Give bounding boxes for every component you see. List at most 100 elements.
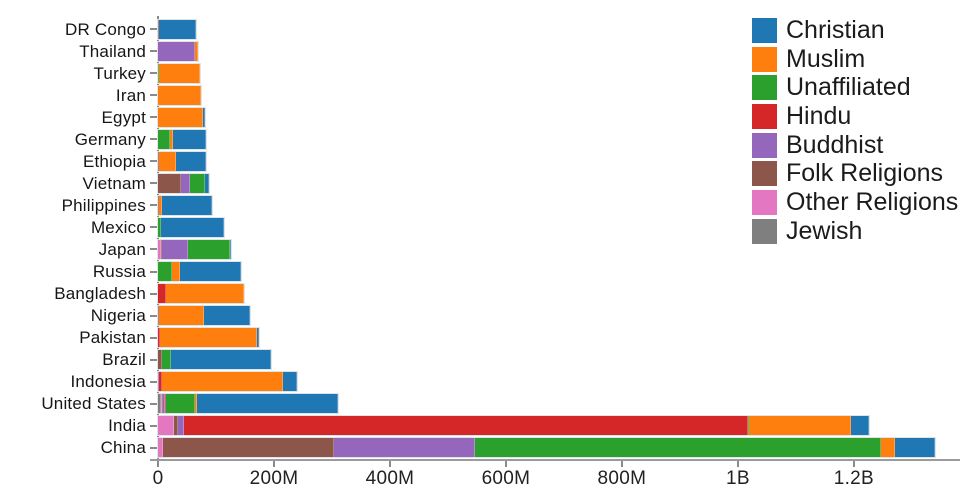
bar-segment-buddhist — [333, 438, 476, 458]
bar-segment-unaffiliated — [158, 129, 171, 149]
x-axis: 0 200M 400M 600M 800M 1B 1.2B — [153, 459, 960, 499]
legend-item-folk-religions: Folk Religions — [752, 159, 958, 188]
bar-segment-buddhist — [177, 416, 184, 436]
y-tick-mark — [150, 160, 157, 163]
y-tick-mark — [150, 94, 157, 97]
bar-segment-unaffiliated — [165, 394, 196, 414]
bar-segment-other-religions — [158, 416, 175, 436]
y-axis-label: China — [100, 438, 146, 458]
bar-segment-buddhist — [162, 394, 165, 414]
y-axis-label: DR Congo — [65, 19, 146, 39]
chart-row: Germany — [75, 128, 960, 150]
y-tick-mark — [150, 358, 157, 361]
y-axis-label: Nigeria — [90, 306, 146, 326]
x-tick-label: 200M — [249, 468, 299, 489]
y-axis-spine — [157, 16, 159, 459]
bar-segment-other-religions — [158, 239, 162, 259]
stacked-bar — [157, 172, 210, 194]
y-axis-label: India — [108, 416, 146, 436]
bar-segment-muslim — [158, 195, 162, 215]
bar-segment-muslim — [171, 262, 181, 282]
legend-swatch — [752, 132, 777, 158]
stacked-bar — [157, 261, 242, 283]
y-tick-mark — [150, 138, 157, 141]
bar-segment-buddhist — [158, 41, 196, 61]
legend-label: Buddhist — [786, 130, 884, 159]
bar-segment-unaffiliated — [475, 438, 882, 458]
y-tick-mark — [150, 116, 157, 119]
x-tick-label: 1B — [725, 468, 750, 489]
x-tick-label: 600M — [481, 468, 531, 489]
chart-row: Mexico — [91, 216, 960, 238]
bar-segment-folk-religions — [158, 350, 162, 370]
bar-segment-muslim — [881, 438, 896, 458]
chart-row: DR Congo — [65, 18, 960, 40]
legend-swatch — [752, 17, 777, 43]
legend-swatch — [752, 161, 777, 187]
bar-segment-muslim — [159, 328, 257, 348]
stacked-bar — [156, 238, 233, 260]
stacked-bar — [157, 283, 245, 305]
bar-segment-christian — [170, 350, 272, 370]
chart-row: United States — [41, 393, 960, 415]
bar-segment-unaffiliated — [158, 217, 162, 237]
y-tick-mark — [150, 402, 157, 405]
bar-segment-christian — [204, 306, 250, 326]
y-axis-label: Iran — [115, 85, 146, 105]
chart-row: Russia — [93, 261, 960, 283]
stacked-bar — [157, 84, 202, 106]
legend-item-jewish: Jewish — [752, 217, 958, 246]
x-tick-mark — [388, 461, 391, 467]
legend: Christian Muslim Unaffiliated Hindu Buddhist… — [752, 16, 958, 246]
bar-segment-muslim — [158, 19, 160, 39]
y-axis-label: Vietnam — [82, 173, 146, 193]
bar-segment-hindu — [164, 394, 166, 414]
legend-item-buddhist: Buddhist — [752, 131, 958, 160]
chart-row: Bangladesh — [54, 283, 960, 305]
bar-segment-muslim — [170, 129, 173, 149]
y-tick-mark — [150, 204, 157, 207]
bar-segment-muslim — [159, 151, 176, 171]
bar-segment-muslim — [159, 306, 205, 326]
bar-segment-christian — [175, 151, 207, 171]
legend-swatch — [752, 75, 777, 101]
chart-row: Philippines — [62, 194, 960, 216]
bar-segment-unaffiliated — [188, 239, 231, 259]
bar-segment-unaffiliated — [158, 63, 159, 83]
chart-row: Thailand — [79, 40, 960, 62]
legend-swatch — [752, 218, 777, 244]
x-tick-mark — [620, 461, 623, 467]
y-tick-mark — [150, 50, 157, 53]
bar-segment-muslim — [161, 372, 284, 392]
legend-label: Folk Religions — [786, 159, 944, 188]
x-tick-mark — [157, 461, 159, 467]
y-axis-label: Ethiopia — [82, 151, 146, 171]
y-axis-label: Philippines — [61, 195, 146, 215]
stacked-bar — [156, 106, 207, 128]
bar-segment-muslim — [166, 284, 244, 304]
stacked-bar — [157, 305, 251, 327]
y-axis-label: Bangladesh — [54, 284, 146, 304]
stacked-bar — [156, 349, 273, 371]
legend-label: Other Religions — [786, 187, 959, 216]
x-tick-mark — [272, 461, 275, 467]
legend-label: Muslim — [786, 44, 866, 73]
y-tick-mark — [150, 28, 157, 31]
bar-segment-christian — [850, 416, 869, 436]
x-tick-label: 1.2B — [833, 468, 875, 489]
y-tick-mark — [150, 226, 157, 229]
bar-segment-christian — [159, 19, 197, 39]
bar-segment-christian — [180, 262, 241, 282]
bar-segment-folk-religions — [158, 306, 160, 326]
bar-segment-unaffiliated — [189, 173, 205, 193]
stacked-bar — [156, 437, 937, 459]
stacked-bar — [157, 393, 339, 415]
y-axis-label: United States — [41, 394, 146, 414]
bar-segment-christian — [230, 239, 232, 259]
bar-segment-unaffiliated — [158, 262, 172, 282]
bar-segment-muslim — [158, 107, 203, 127]
bar-segment-unaffiliated — [161, 350, 171, 370]
stacked-bar — [157, 216, 225, 238]
legend-label: Jewish — [786, 216, 863, 245]
y-axis-label: Brazil — [102, 350, 146, 370]
